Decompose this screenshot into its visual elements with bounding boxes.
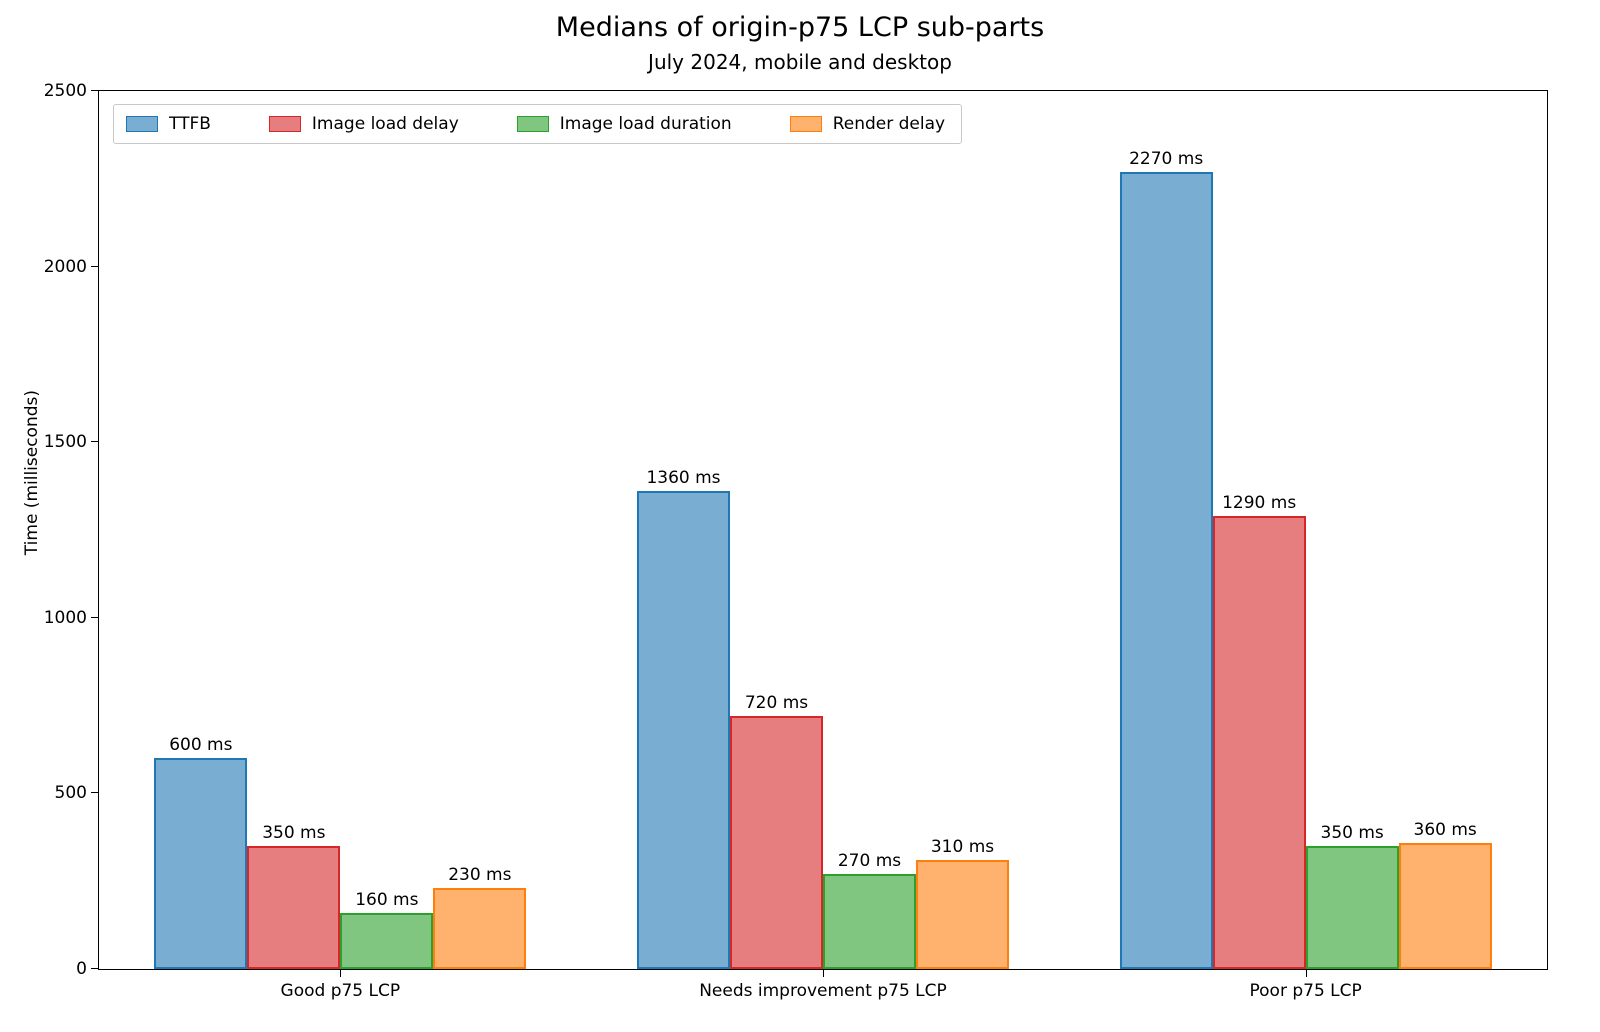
y-tick-label: 1000 bbox=[43, 607, 87, 628]
chart-subtitle: July 2024, mobile and desktop bbox=[648, 50, 952, 74]
y-axis-title: Time (milliseconds) bbox=[22, 389, 42, 556]
y-tick-label: 2000 bbox=[43, 256, 87, 277]
bar-value-label: 2270 ms bbox=[1129, 148, 1204, 169]
bar-value-label: 1360 ms bbox=[646, 468, 721, 489]
y-tick-mark bbox=[91, 90, 99, 91]
bar-group: 600 ms 350 ms 160 ms 230 ms Good p75 LCP bbox=[154, 91, 527, 1001]
bar-value-label: 270 ms bbox=[837, 851, 902, 872]
bar-image-load-delay: 720 ms bbox=[729, 693, 823, 969]
legend-swatch-icon bbox=[789, 116, 822, 132]
x-tick-mark bbox=[340, 969, 342, 977]
legend-label: Image load delay bbox=[311, 114, 459, 134]
y-tick-mark bbox=[91, 441, 99, 443]
y-tick-label: 0 bbox=[76, 959, 87, 979]
bar-image-load-duration: 350 ms bbox=[1305, 823, 1399, 969]
bar-value-label: 1290 ms bbox=[1222, 492, 1297, 513]
bar-image-load-duration: 160 ms bbox=[340, 890, 434, 969]
legend-label: Image load duration bbox=[559, 114, 732, 134]
bar-value-label: 350 ms bbox=[262, 823, 326, 844]
bar-value-label: 160 ms bbox=[355, 889, 419, 910]
bar-value-label: 310 ms bbox=[930, 837, 995, 858]
bar-value-label: 720 ms bbox=[744, 693, 809, 714]
y-tick-mark bbox=[91, 616, 99, 618]
bar-value-label: 360 ms bbox=[1413, 819, 1477, 840]
x-category-label: Needs improvement p75 LCP bbox=[699, 981, 947, 1001]
legend-label: TTFB bbox=[169, 114, 211, 134]
y-tick-label: 2500 bbox=[43, 81, 87, 101]
legend: TTFB Image load delay Image load duration R… bbox=[113, 104, 963, 144]
y-tick-label: 1500 bbox=[43, 432, 87, 453]
legend-item: TTFB bbox=[126, 114, 211, 134]
bar-image-load-delay: 1290 ms bbox=[1212, 493, 1306, 969]
y-tick-mark bbox=[91, 265, 99, 267]
x-category-label: Poor p75 LCP bbox=[1249, 981, 1362, 1001]
bar-render-delay: 310 ms bbox=[915, 837, 1009, 969]
y-axis-title-wrap: Time (milliseconds) bbox=[14, 390, 42, 590]
legend-swatch-icon bbox=[516, 116, 549, 132]
y-tick-mark bbox=[91, 968, 99, 969]
y-tick-mark bbox=[91, 792, 99, 794]
bar-value-label: 230 ms bbox=[448, 865, 512, 886]
bar-ttfb: 2270 ms bbox=[1119, 149, 1213, 969]
legend-item: Image load delay bbox=[268, 114, 459, 134]
bar-ttfb: 600 ms bbox=[154, 735, 248, 969]
bar-value-label: 350 ms bbox=[1320, 823, 1384, 844]
x-tick-mark bbox=[822, 969, 824, 977]
bar-group: 1360 ms 720 ms 270 ms 310 ms Needs improveme… bbox=[636, 91, 1009, 1001]
plot-area: 600 ms 350 ms 160 ms 230 ms Good p75 LCP 1360… bbox=[44, 81, 1548, 1001]
bar-image-load-delay: 350 ms bbox=[247, 823, 341, 969]
x-tick-mark bbox=[1305, 969, 1307, 977]
bar-image-load-duration: 270 ms bbox=[822, 851, 916, 969]
bar-ttfb: 1360 ms bbox=[636, 468, 730, 969]
y-tick-label: 500 bbox=[54, 783, 87, 804]
legend-swatch-icon bbox=[126, 116, 158, 132]
bar-render-delay: 360 ms bbox=[1398, 820, 1492, 969]
chart-title: Medians of origin-p75 LCP sub-parts bbox=[555, 12, 1045, 43]
legend-label: Render delay bbox=[832, 114, 946, 134]
bar-render-delay: 230 ms bbox=[433, 865, 527, 969]
x-category-label: Good p75 LCP bbox=[280, 981, 401, 1001]
bar-groups: 600 ms 350 ms 160 ms 230 ms Good p75 LCP 1360… bbox=[99, 91, 1547, 1001]
legend-swatch-icon bbox=[268, 116, 301, 132]
bar-group: 2270 ms 1290 ms 350 ms 360 ms Poor p75 LCP bbox=[1119, 91, 1492, 1001]
bar-value-label: 600 ms bbox=[169, 735, 233, 756]
legend-item: Render delay bbox=[789, 114, 946, 134]
legend-item: Image load duration bbox=[516, 114, 732, 134]
